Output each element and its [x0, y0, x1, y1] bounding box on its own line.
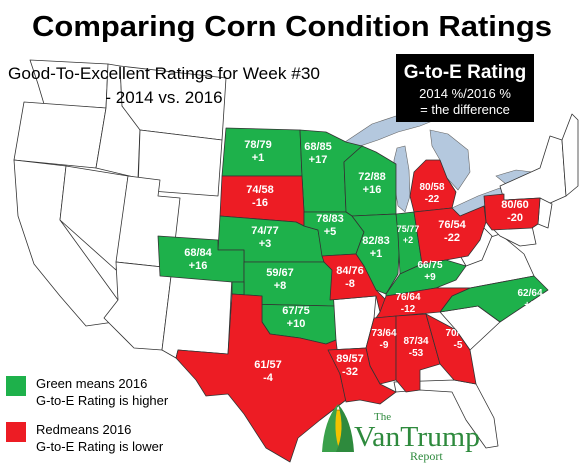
label-rating-AL: 87/34 [403, 336, 428, 347]
label-rating-LA: 89/57 [336, 353, 364, 365]
label-diff-TN: -12 [401, 304, 416, 315]
label-rating-OH: 76/54 [438, 219, 466, 231]
state-LA [327, 347, 397, 405]
label-rating-IN: 75/77 [397, 224, 420, 234]
label-rating-GA: 70/65 [445, 328, 470, 339]
label-diff-LA: -32 [342, 366, 358, 378]
label-diff-SD: -16 [252, 197, 268, 209]
label-diff-OK: +10 [287, 318, 306, 330]
rated-states [157, 127, 549, 463]
label-diff-KS: +8 [274, 280, 287, 292]
rating-key-background [396, 54, 534, 122]
label-rating-CO: 68/84 [184, 247, 212, 259]
label-diff-KY: +9 [424, 272, 436, 283]
logo-report: Report [410, 449, 443, 463]
state-NE-region [561, 113, 579, 197]
legend-lower-line2: G-to-E Rating is lower [36, 439, 164, 454]
label-diff-GA: -5 [454, 340, 463, 351]
state-KY [385, 259, 467, 297]
map-subtitle-line2: - 2014 vs. 2016 [105, 88, 222, 107]
label-rating-IA: 78/83 [316, 213, 344, 225]
state-OR [13, 101, 107, 169]
label-rating-MS: 73/64 [371, 328, 396, 339]
label-rating-IL: 82/83 [362, 235, 390, 247]
legend-higher-line2: G-to-E Rating is higher [36, 393, 169, 408]
legend-higher-line1: Green means 2016 [36, 376, 147, 391]
corn-icon [322, 404, 354, 452]
label-rating-NC: 62/64 [517, 288, 542, 299]
map-subtitle-line1: Good-To-Excellent Ratings for Week #30 [8, 64, 320, 83]
legend-lower-line1: Redmeans 2016 [36, 422, 131, 437]
state-labels: 78/79 +1 68/85 +17 72/88 +16 74/58 -16 8… [184, 139, 543, 384]
label-diff-WI: +16 [363, 184, 382, 196]
label-rating-MI: 80/58 [419, 182, 444, 193]
label-rating-TX: 61/57 [254, 359, 282, 371]
label-rating-KY: 66/75 [417, 260, 442, 271]
label-diff-IN: +2 [403, 235, 413, 245]
map-title: Comparing Corn Condition Ratings [32, 11, 552, 43]
vantrump-logo: The VanTrump Report [322, 404, 480, 463]
label-diff-NC: +2 [524, 300, 536, 311]
state-TN [375, 287, 471, 319]
rating-key-box: G-to-E Rating 2014 %/2016 % = the differ… [396, 54, 534, 122]
legend: Green means 2016 G-to-E Rating is higher… [6, 376, 169, 454]
label-rating-MN: 68/85 [304, 141, 332, 153]
logo-the: The [374, 411, 391, 423]
label-rating-NE: 74/77 [251, 225, 279, 237]
label-rating-ND: 78/79 [244, 139, 272, 151]
state-TX [175, 293, 347, 463]
label-diff-IL: +1 [370, 248, 383, 260]
label-diff-IA: +5 [324, 226, 337, 238]
label-diff-MO: -8 [345, 278, 355, 290]
label-diff-OH: -22 [444, 232, 460, 244]
label-rating-OK: 67/75 [282, 305, 310, 317]
label-rating-WI: 72/88 [358, 171, 386, 183]
label-rating-KS: 59/67 [266, 267, 294, 279]
rating-key-line2: = the difference [420, 102, 510, 117]
state-GA [425, 313, 477, 385]
label-diff-TX: -4 [263, 372, 274, 384]
lake-huron [429, 129, 471, 191]
state-NV [59, 165, 129, 271]
rating-key-heading: G-to-E Rating [404, 62, 526, 83]
label-diff-MS: -9 [380, 340, 389, 351]
state-PA [483, 193, 541, 231]
label-diff-CO: +16 [189, 260, 208, 272]
logo-name: VanTrump [354, 422, 480, 453]
label-diff-MI: -22 [425, 194, 440, 205]
label-rating-TN: 76/64 [395, 292, 420, 303]
label-rating-MO: 84/76 [336, 265, 364, 277]
label-rating-SD: 74/58 [246, 184, 274, 196]
state-NY [499, 135, 567, 205]
label-diff-PA: -20 [507, 212, 523, 224]
label-rating-PA: 80/60 [501, 199, 529, 211]
label-diff-AL: -53 [409, 348, 424, 359]
label-diff-MN: +17 [309, 154, 328, 166]
label-diff-ND: +1 [252, 152, 265, 164]
label-diff-NE: +3 [259, 238, 272, 250]
legend-swatch-lower [6, 422, 26, 442]
legend-swatch-higher [6, 376, 26, 396]
rating-key-line1: 2014 %/2016 % [419, 86, 511, 101]
